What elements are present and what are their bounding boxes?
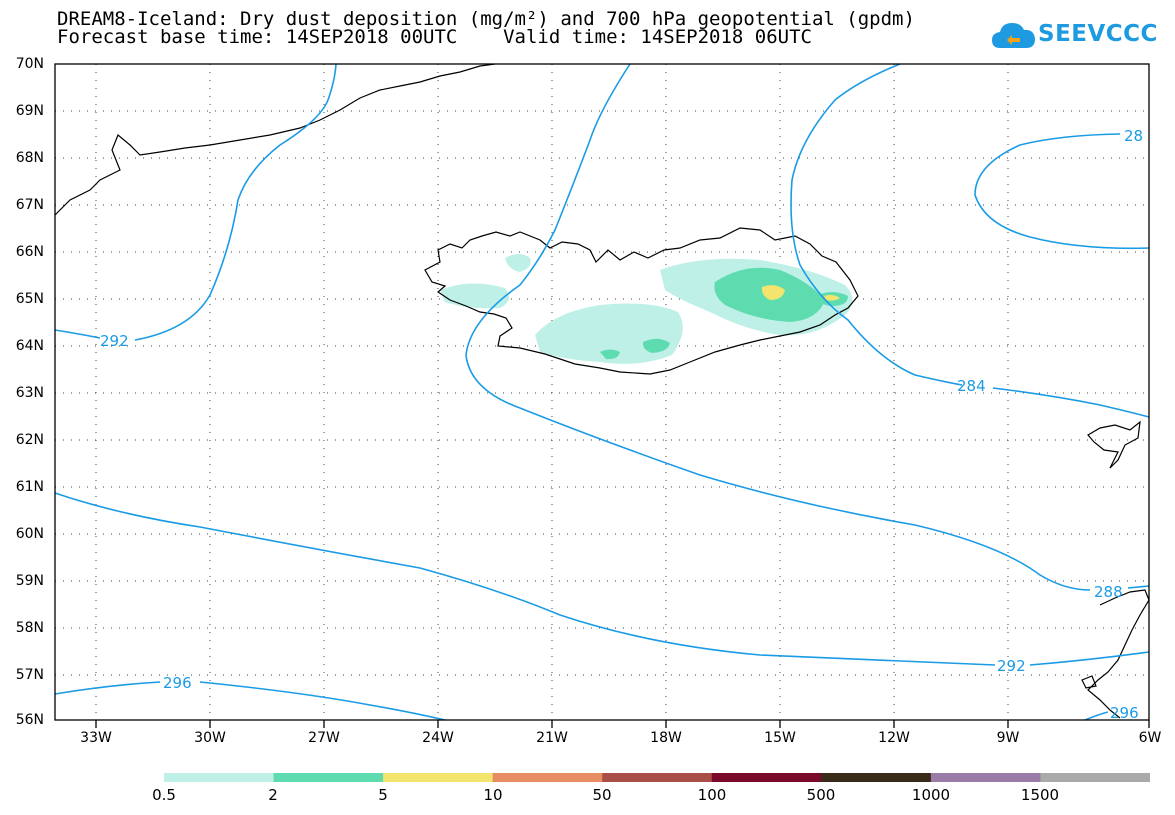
- seevccc-logo: SEEVCCC: [990, 18, 1157, 58]
- lat-label: 60N: [15, 526, 44, 542]
- colorbar-segment: [164, 773, 275, 782]
- lat-label: 68N: [15, 150, 44, 166]
- contour-label: 292: [100, 332, 129, 350]
- map-title: DREAM8-Iceland: Dry dust deposition (mg/…: [57, 8, 915, 30]
- contour-label: 296: [1110, 704, 1139, 722]
- colorbar-segment: [711, 773, 822, 782]
- colorbar-segment: [273, 773, 384, 782]
- contour-label: 292: [997, 657, 1026, 675]
- colorbar-label: 50: [592, 786, 612, 804]
- cloud-icon: [992, 23, 1035, 48]
- colorbar-segment: [383, 773, 494, 782]
- axis-ticks: [95, 720, 1150, 728]
- lon-label: 9W: [996, 730, 1020, 746]
- lat-label: 70N: [15, 56, 44, 72]
- contour-label: 28: [1124, 127, 1143, 145]
- lat-label: 58N: [15, 620, 44, 636]
- colorbar-label: 0.5: [152, 786, 176, 804]
- lat-label: 66N: [15, 244, 44, 260]
- lat-label: 62N: [15, 432, 44, 448]
- logo-text: SEEVCCC: [1038, 21, 1158, 47]
- lon-label: 6W: [1138, 730, 1162, 746]
- colorbar-label: 500: [806, 786, 836, 804]
- contour-label: 296: [163, 674, 192, 692]
- colorbar-segment: [602, 773, 713, 782]
- lon-label: 33W: [80, 730, 112, 746]
- geopotential-contours: [54, 63, 1150, 721]
- lon-label: 21W: [536, 730, 568, 746]
- dust-deposition-field: [440, 254, 853, 364]
- colorbar-label: 5: [378, 786, 388, 804]
- colorbar-segment: [821, 773, 932, 782]
- iceland-coast: [424, 227, 859, 375]
- colorbar-label: 100: [697, 786, 727, 804]
- contour-label: 288: [1094, 583, 1123, 601]
- lon-label: 27W: [308, 730, 340, 746]
- map-frame: [54, 63, 1150, 721]
- coastlines: [54, 63, 1150, 719]
- lat-label: 67N: [15, 197, 44, 213]
- lat-label: 65N: [15, 291, 44, 307]
- scotland-coast: [1087, 589, 1150, 719]
- grid-lines: [55, 64, 1149, 720]
- lat-label: 57N: [15, 667, 44, 683]
- lat-label: 64N: [15, 338, 44, 354]
- lon-label: 15W: [764, 730, 796, 746]
- lat-label: 61N: [15, 479, 44, 495]
- lon-label: 12W: [878, 730, 910, 746]
- colorbar-label: 10: [483, 786, 503, 804]
- colorbar-segment: [1040, 773, 1150, 782]
- map-subtitle: Forecast base time: 14SEP2018 00UTC Vali…: [57, 26, 812, 48]
- faroe-coast: [1087, 420, 1141, 469]
- colorbar-segment: [492, 773, 603, 782]
- lat-label: 63N: [15, 385, 44, 401]
- lat-label: 56N: [15, 712, 44, 728]
- contour-label: 284: [957, 377, 986, 395]
- colorbar-segment: [930, 773, 1041, 782]
- lon-label: 18W: [650, 730, 682, 746]
- greenland-coast: [54, 63, 496, 216]
- colorbar: [164, 773, 1150, 782]
- lon-label: 30W: [194, 730, 226, 746]
- colorbar-label: 2: [268, 786, 278, 804]
- lat-label: 59N: [15, 573, 44, 589]
- colorbar-label: 1500: [1020, 786, 1060, 804]
- lat-label: 69N: [15, 103, 44, 119]
- lon-label: 24W: [422, 730, 454, 746]
- colorbar-label: 1000: [911, 786, 951, 804]
- contour-labels: 292 28 284 288 292 296 296: [100, 127, 1143, 722]
